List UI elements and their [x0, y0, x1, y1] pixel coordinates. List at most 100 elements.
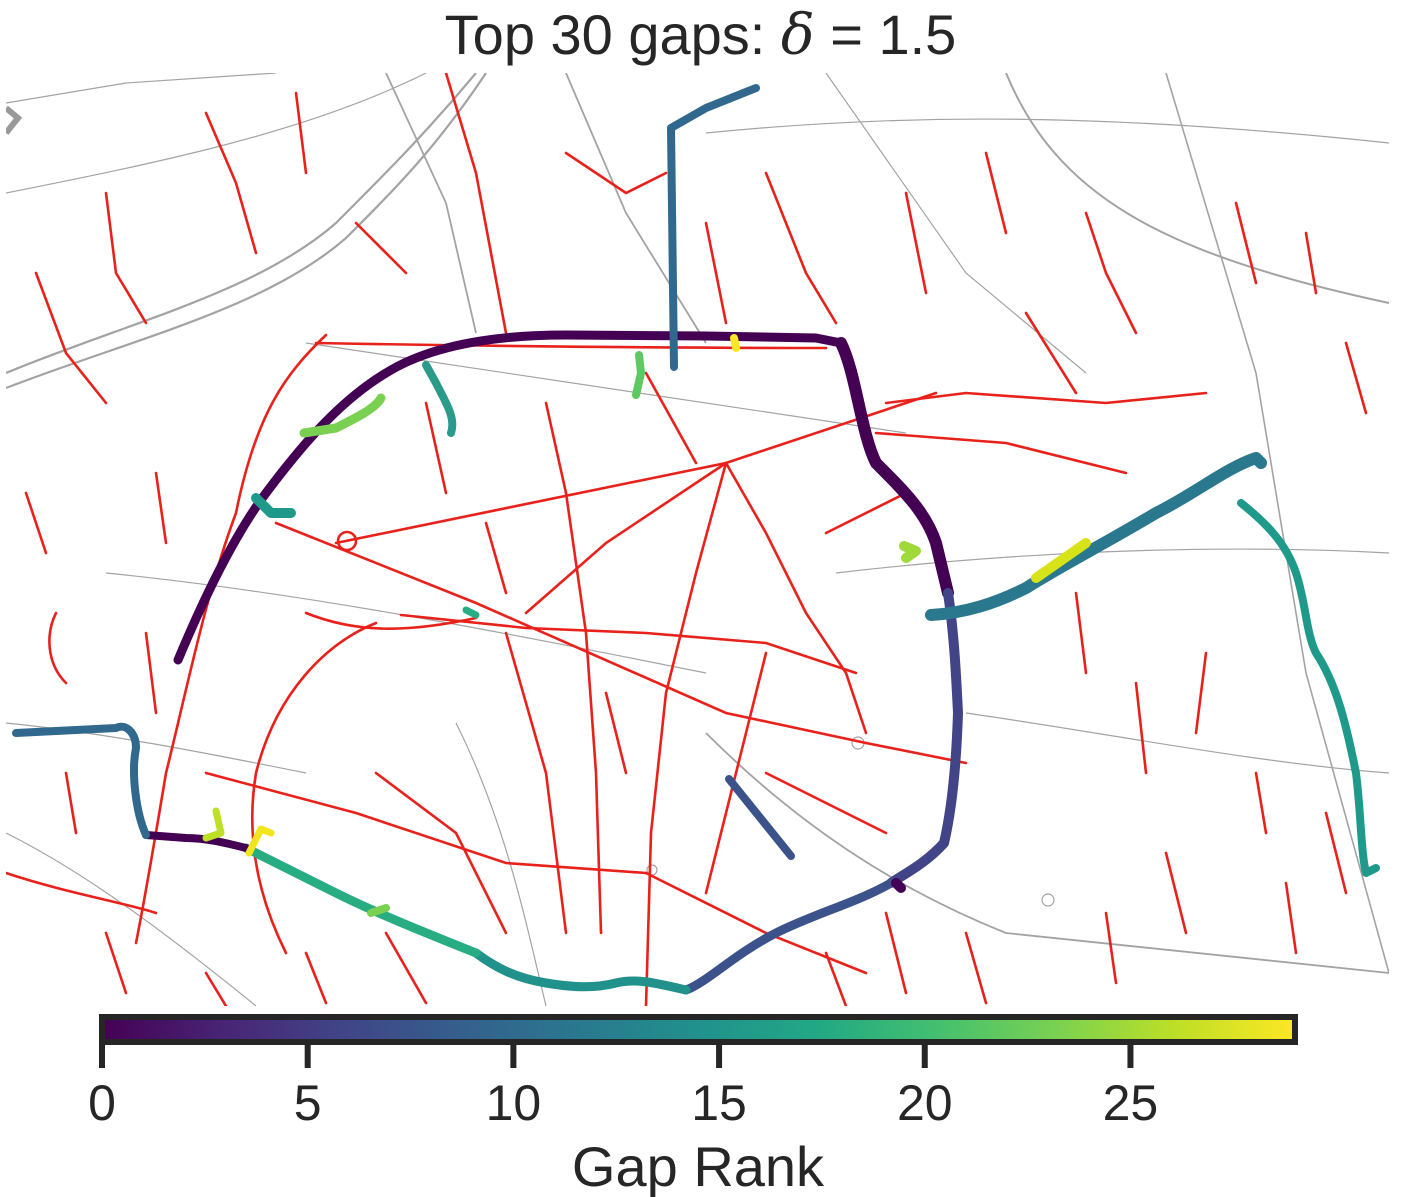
- rail-line: [385, 73, 477, 334]
- street-network-map: [6, 73, 1389, 1006]
- bike-lane: [24, 491, 48, 555]
- gap-rank-29: [730, 334, 740, 352]
- bike-lane: [304, 611, 478, 630]
- colorbar-frame: [99, 1014, 1298, 1045]
- bike-lane: [884, 391, 1208, 405]
- bike-lane: [704, 651, 768, 895]
- street: [6, 73, 277, 104]
- gap-rank-4: [886, 588, 963, 888]
- bike-lane: [374, 771, 508, 935]
- bike-lane: [984, 151, 1008, 235]
- seine-river-bank: [6, 73, 487, 390]
- bike-lane: [1344, 341, 1368, 415]
- bike-lane: [524, 461, 728, 615]
- map-edge-marker: [6, 105, 23, 135]
- street: [1165, 73, 1389, 974]
- roundabout: [1041, 893, 1055, 907]
- bike-lane: [384, 931, 428, 1005]
- gap-rank-0: [173, 330, 846, 665]
- canal: [1005, 73, 1389, 304]
- bike-network-gaps-layer: [12, 84, 1380, 995]
- bike-lane: [1134, 681, 1148, 775]
- street: [825, 73, 1087, 374]
- bike-lane: [204, 971, 228, 1006]
- bike-lane: [204, 111, 258, 255]
- bike-lane: [1324, 811, 1348, 895]
- bike-lane: [704, 221, 728, 325]
- bike-lane: [964, 931, 988, 1005]
- street: [455, 722, 547, 1006]
- bike-lane: [764, 171, 838, 325]
- gap-rank-15: [251, 493, 296, 518]
- bike-lane: [504, 631, 568, 935]
- gap-rank-23: [367, 904, 390, 917]
- bike-lane: [6, 871, 158, 915]
- bike-lane: [251, 621, 378, 955]
- colorbar-ticks: 0 5 10 15 20 25: [88, 1042, 1158, 1131]
- gap-rank-13: [1237, 499, 1380, 877]
- bike-lane: [564, 151, 668, 195]
- colorbar-tick-label: 25: [1103, 1075, 1159, 1131]
- street: [965, 712, 1389, 774]
- bike-lane: [644, 461, 728, 1006]
- bike-lane: [444, 73, 508, 335]
- bike-lane: [104, 191, 148, 325]
- gap-rank-1-west: [142, 831, 250, 852]
- bike-lane: [884, 911, 908, 995]
- gap-rank-7: [725, 775, 795, 860]
- bike-lane: [1164, 851, 1188, 935]
- roundabout-etoile: [336, 530, 358, 552]
- street: [6, 722, 307, 774]
- bike-lane: [1304, 231, 1318, 295]
- bike-lane: [154, 471, 168, 545]
- gap-rank-14: [471, 948, 691, 995]
- street: [305, 342, 907, 434]
- bike-lane: [1234, 201, 1258, 285]
- bike-lane: [1074, 591, 1088, 675]
- bike-lane: [1104, 911, 1118, 985]
- bike-lane: [484, 521, 508, 595]
- gap-rank-12: [422, 361, 457, 437]
- bike-lane: [564, 491, 603, 935]
- gap-rank-27: [1031, 538, 1091, 583]
- bike-lane: [304, 951, 328, 1005]
- bike-lane: [134, 333, 328, 945]
- seine-river-bank: [6, 73, 477, 375]
- colorbar-tick-label: 10: [486, 1075, 542, 1131]
- bike-lane: [904, 191, 928, 295]
- street: [705, 118, 1389, 144]
- title-delta-symbol: δ: [780, 3, 815, 68]
- gap-rank-9: [667, 84, 760, 371]
- gap-rank-17: [462, 606, 480, 619]
- gap-rank-11: [925, 452, 1267, 621]
- bike-lane: [764, 771, 888, 835]
- bike-lane: [354, 221, 408, 275]
- title-prefix: Top 30 gaps:: [444, 3, 781, 66]
- bike-lane: [294, 91, 308, 175]
- bike-lane: [864, 741, 968, 765]
- gap-rank-8: [12, 722, 150, 839]
- street: [6, 73, 427, 194]
- bike-lane: [604, 691, 628, 775]
- rail-line: [705, 732, 1389, 974]
- colorbar-gradient: [102, 1017, 1295, 1042]
- bike-lane: [204, 771, 648, 875]
- bike-lane: [274, 521, 868, 745]
- bike-lane: [1084, 211, 1138, 335]
- street: [835, 548, 1389, 574]
- street-network-layer: [6, 73, 1389, 1006]
- street: [6, 832, 257, 1006]
- bike-lane: [64, 771, 78, 835]
- gap-rank-16: [241, 843, 481, 958]
- colorbar-tick-label: 0: [88, 1075, 116, 1131]
- bike-lane: [874, 431, 1128, 475]
- bike-lane: [724, 461, 868, 735]
- colorbar-tick-label: 5: [294, 1075, 322, 1131]
- bike-lane: [824, 951, 848, 1006]
- colorbar-label: Gap Rank: [572, 1135, 825, 1197]
- bike-lane: [1254, 771, 1268, 835]
- bike-lane: [644, 871, 868, 975]
- gap-rank-2: [891, 878, 906, 893]
- bike-lane: [424, 401, 448, 495]
- bike-lane: [399, 613, 858, 675]
